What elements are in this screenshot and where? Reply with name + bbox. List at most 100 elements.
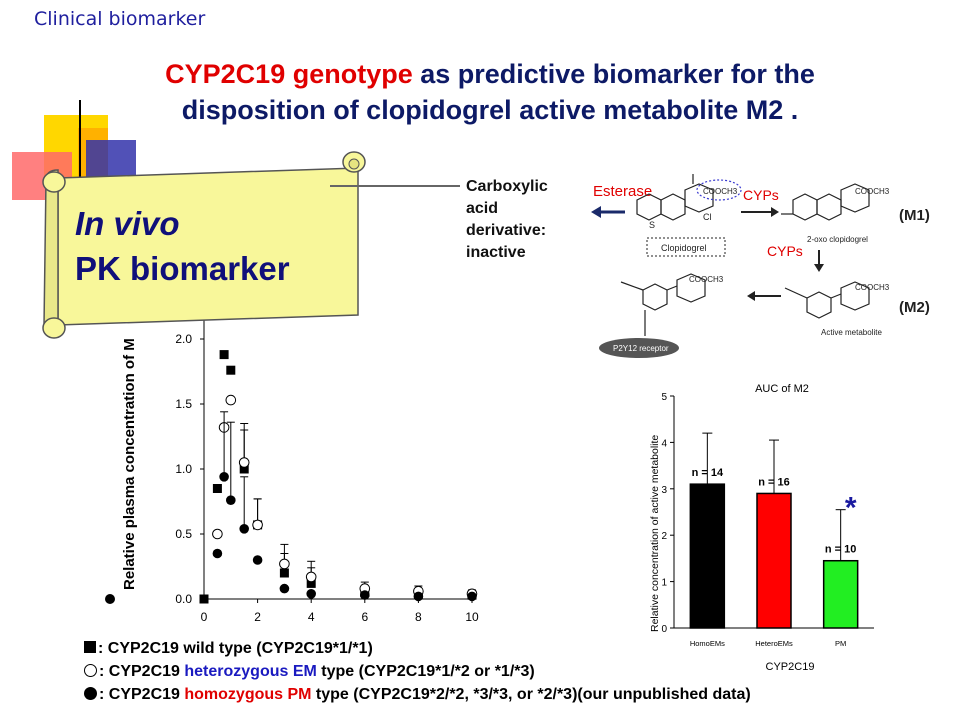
svg-text:Cl: Cl: [703, 212, 712, 222]
significance-asterisk: *: [845, 492, 857, 525]
title-part1: as predictive biomarker for the: [412, 59, 815, 89]
bar-y-tick-label: 2: [661, 531, 667, 542]
data-point-open-circle: [238, 457, 250, 468]
bar-pm: [822, 559, 859, 629]
bar-x-axis-label: CYP2C19: [766, 661, 815, 672]
data-point-filled-circle: [252, 555, 263, 565]
carbox-line3: derivative:: [466, 222, 547, 239]
legend-het-prefix: : CYP2C19: [99, 663, 185, 680]
bar-y-tick-label: 0: [661, 624, 667, 635]
cyps-label-2: CYPs: [767, 243, 803, 259]
legend-wild-text: : CYP2C19 wild type (CYP2C19*1/*1): [98, 640, 373, 657]
clopidogrel-label: Clopidogrel: [661, 243, 707, 253]
data-point-filled-circle: [219, 472, 229, 482]
bar-y-tick-label: 4: [661, 438, 667, 449]
x-tick-label: 10: [465, 610, 479, 624]
scroll-banner: [42, 151, 366, 339]
y-tick-label: 2.0: [175, 332, 192, 346]
legend-hom-prefix: : CYP2C19: [99, 686, 185, 703]
data-point-open-circle: [225, 394, 237, 406]
bar-homoems: [689, 483, 726, 629]
receptor-bound-structure: [620, 273, 706, 336]
svg-text:S: S: [649, 220, 655, 230]
bar-n-label: n = 16: [758, 476, 790, 488]
data-point-open-circle: [279, 558, 290, 570]
data-point-square: [239, 464, 249, 474]
y-axis-label: Relative plasma concentration of M: [121, 338, 138, 590]
carbox-line4: inactive: [466, 244, 526, 261]
oxo-label: 2-oxo clopidogrel: [807, 235, 868, 244]
legend-heterozygous: : CYP2C19 heterozygous EM type (CYP2C19*…: [84, 663, 535, 681]
carbox-line1: Carboxylic: [466, 178, 548, 195]
data-point-square: [199, 594, 209, 604]
bar-category-label: HeteroEMs: [755, 639, 793, 648]
clopidogrel-structure: [636, 174, 742, 221]
open-circle-icon: [84, 664, 97, 677]
filled-square-icon: [84, 641, 96, 653]
cooch3-1: COOCH3: [703, 187, 738, 196]
pk-time-course-chart: 0 2 4 6 8 10 0.0 0.5 1.0 1.5 2.0 Relative plasma co…: [105, 300, 479, 624]
carboxylic-acid-label: Carboxylic acid derivative: inactive: [466, 176, 596, 264]
section-topic: Clinical biomarker: [34, 8, 206, 30]
cooch3-3: COOCH3: [855, 283, 890, 292]
data-point-filled-circle: [306, 589, 316, 599]
data-point-filled-circle: [226, 495, 236, 505]
legend-het-suffix: type (CYP2C19*1/*2 or *1/*3): [316, 663, 535, 680]
bar-n-label: n = 10: [825, 544, 857, 556]
auc-bar-chart: AUC of M2 0 1 2 3 4 5 Relative concentration of…: [649, 383, 874, 672]
cooch3-2: COOCH3: [855, 187, 890, 196]
bar-heteroems: [756, 492, 792, 629]
data-point-square: [306, 578, 316, 588]
oxo-clopidogrel-structure: [781, 183, 870, 221]
data-point-filled-circle: [239, 524, 249, 534]
x-tick-label: 2: [254, 610, 261, 624]
data-point-filled-circle: [413, 591, 424, 602]
y-tick-label: 1.5: [175, 397, 192, 411]
data-point-open-circle: [252, 519, 263, 531]
bar-y-tick-label: 5: [661, 392, 667, 403]
title-genotype: CYP2C19 genotype: [165, 59, 413, 89]
data-point-square: [212, 484, 222, 493]
slide-title: CYP2C19 genotype as predictive biomarker…: [60, 56, 920, 128]
x-tick-label: 6: [361, 610, 368, 624]
filled-circle-icon: [84, 687, 97, 700]
title-part2: disposition of clopidogrel active metabo…: [181, 95, 799, 125]
legend-homozygous: : CYP2C19 homozygous PM type (CYP2C19*2/…: [84, 686, 751, 704]
data-point-open-circle: [305, 571, 317, 583]
cyps-label-1: CYPs: [743, 187, 779, 203]
connector-arrow: [330, 185, 460, 187]
scroll-text-pk-biomarker: PK biomarker: [75, 250, 290, 287]
bar-y-axis-label: Relative concentration of active metabol…: [649, 435, 661, 632]
data-point-filled-circle: [467, 591, 477, 602]
metabolic-pathway-diagram: Esterase COOCH3 S Cl Clopidogrel CYPs CO…: [591, 174, 930, 358]
data-point-square: [219, 350, 229, 360]
x-tick-label: 4: [308, 610, 315, 624]
data-point-open-circle: [212, 528, 223, 540]
bar-category-label: PM: [835, 639, 846, 648]
x-tick-label: 8: [415, 610, 422, 624]
esterase-label: Esterase: [593, 183, 652, 200]
legend-het-colored: heterozygous EM: [184, 663, 317, 680]
m1-label: (M1): [899, 207, 930, 224]
cooch3-4: COOCH3: [689, 275, 724, 284]
y-tick-label: 0.5: [175, 527, 192, 541]
active-metabolite-structure: [784, 281, 870, 319]
bar-y-tick-label: 1: [661, 578, 667, 589]
bar-category-label: HomoEMs: [690, 639, 725, 648]
stray-marker: [105, 594, 115, 604]
bar-y-tick-label: 3: [661, 485, 667, 496]
bar-n-label: n = 14: [692, 467, 724, 479]
data-point-filled-circle: [212, 548, 223, 559]
data-point-filled-circle: [360, 590, 370, 600]
scroll-text-in-vivo: In vivo: [75, 205, 180, 242]
active-label: Active metabolite: [821, 328, 882, 337]
bar-chart-title: AUC of M2: [755, 383, 809, 395]
carbox-line2: acid: [466, 200, 499, 217]
legend-hom-suffix: type (CYP2C19*2/*2, *3/*3, or *2/*3)(our…: [311, 686, 751, 703]
receptor-label: P2Y12 receptor: [613, 344, 669, 353]
y-tick-label: 0.0: [175, 592, 192, 606]
data-point-filled-circle: [279, 583, 290, 594]
legend-hom-colored: homozygous PM: [184, 686, 312, 703]
legend-wild-type: : CYP2C19 wild type (CYP2C19*1/*1): [84, 640, 373, 658]
data-point-square: [279, 568, 289, 578]
